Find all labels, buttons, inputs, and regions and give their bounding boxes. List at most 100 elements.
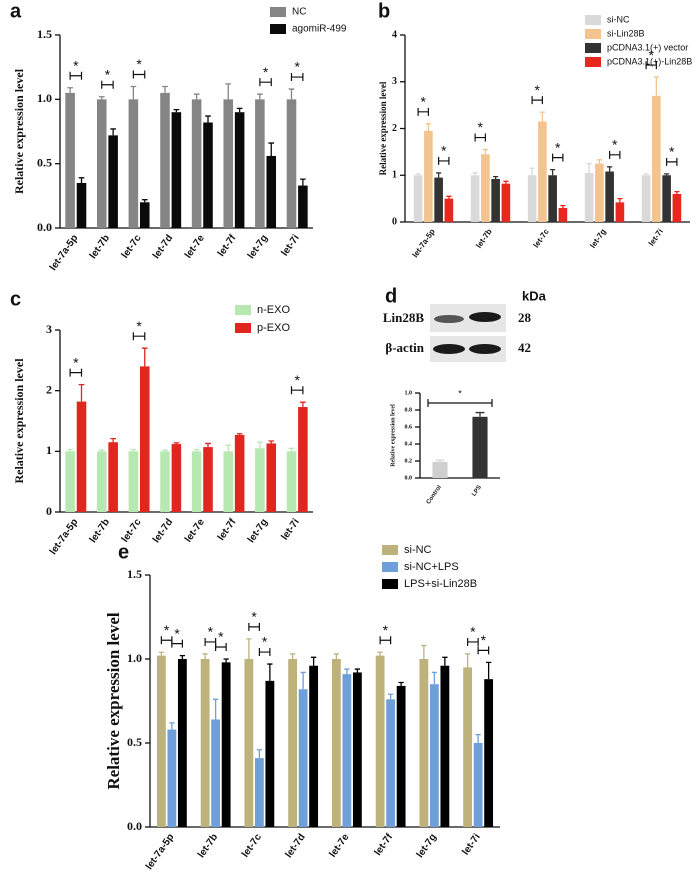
x-tick-label: let-7b	[88, 233, 112, 261]
legend-label: NC	[292, 7, 306, 18]
legend-swatch	[585, 43, 601, 53]
y-tick-label: 3	[46, 322, 52, 336]
error-bar	[141, 347, 148, 367]
bar	[171, 444, 182, 512]
significance-bracket	[417, 107, 429, 116]
significance-mark: *	[555, 139, 561, 155]
bar	[375, 655, 385, 827]
bar	[255, 448, 265, 512]
x-tick-label: let-7i	[279, 233, 302, 259]
significance-bracket	[477, 646, 490, 655]
significance-mark: *	[470, 624, 476, 640]
y-axis-label: Relative expression level	[12, 358, 26, 484]
x-tick-label: let-7e	[183, 517, 207, 545]
bar	[286, 99, 297, 228]
significance-bracket	[531, 96, 543, 105]
y-tick-label: 0.0	[37, 220, 52, 234]
error-bar	[193, 448, 200, 452]
x-tick-label: let-7a-5p	[411, 227, 437, 259]
significance-mark: *	[649, 47, 655, 63]
significance-bracket	[290, 73, 304, 82]
error-bar	[236, 433, 243, 435]
x-tick-label: let-7d	[283, 832, 307, 860]
x-tick-label: let-7c	[240, 832, 264, 860]
bar	[429, 684, 439, 827]
x-tick-label: let-7f	[373, 831, 396, 857]
bar	[255, 99, 265, 228]
significance-mark: *	[383, 622, 389, 638]
x-tick-label: let-7e	[328, 832, 352, 860]
significance-bracket	[666, 157, 678, 166]
bar	[484, 679, 494, 827]
y-tick-label: 0.0	[405, 475, 413, 481]
bar	[288, 659, 298, 827]
error-bar	[288, 447, 295, 452]
x-tick-label: let-7e	[183, 233, 207, 261]
bar	[652, 95, 661, 222]
significance-bracket	[132, 70, 146, 79]
bar	[662, 175, 671, 222]
bar	[413, 175, 423, 222]
error-bar	[607, 166, 613, 172]
bar	[265, 680, 275, 827]
panel-label: e	[118, 541, 129, 563]
significance-bracket	[69, 71, 83, 80]
significance-bracket	[258, 648, 271, 657]
bar	[203, 122, 213, 228]
bar	[558, 207, 568, 222]
significance-mark: *	[421, 94, 427, 110]
significance-mark: *	[669, 144, 675, 160]
error-bar	[377, 651, 383, 656]
bar	[286, 451, 297, 512]
x-tick-label: let-7b	[88, 517, 112, 545]
y-tick-label: 0.8	[405, 407, 413, 413]
bar	[501, 183, 511, 222]
panel-label: a	[10, 0, 22, 22]
y-tick-label: 0.6	[405, 424, 413, 430]
error-bar	[179, 654, 185, 659]
error-bar	[550, 168, 556, 176]
error-bar	[539, 111, 545, 122]
error-bar	[398, 681, 404, 686]
legend-label: si-NC	[607, 14, 630, 24]
panel-label: b	[378, 0, 390, 22]
bar	[527, 175, 537, 222]
error-bar	[246, 638, 252, 659]
y-tick-label: 1.0	[37, 91, 52, 105]
y-tick-label: 0.0	[127, 819, 142, 833]
significance-mark: *	[481, 632, 487, 648]
bar	[96, 99, 107, 228]
x-tick-label: let-7c	[120, 233, 144, 261]
legend-swatch	[382, 579, 398, 589]
western-blot: kDa Lin28B 28 β-actin 42	[383, 288, 547, 362]
x-tick-label: let-7d	[151, 233, 175, 261]
error-bar	[158, 651, 164, 656]
y-tick-label: 2	[392, 123, 397, 134]
significance-bracket	[467, 637, 479, 646]
error-bar	[110, 128, 116, 136]
bar	[223, 451, 234, 512]
x-tick-label: let-7a-5p	[48, 233, 81, 273]
bar	[538, 121, 547, 222]
bar	[672, 193, 682, 222]
bar	[139, 202, 150, 228]
blot-unit: kDa	[522, 288, 547, 303]
significance-bracket	[379, 636, 392, 645]
significance-bracket	[474, 133, 486, 142]
bar	[481, 154, 490, 222]
bar	[491, 178, 500, 222]
significance-bracket	[552, 153, 564, 162]
error-bar	[653, 76, 659, 96]
bar	[470, 175, 480, 222]
x-tick-label: let-7i	[647, 227, 665, 247]
significance-mark: *	[218, 629, 224, 645]
error-bar	[674, 190, 680, 194]
bar	[203, 447, 213, 512]
error-bar	[205, 442, 211, 448]
significance-bracket	[290, 386, 304, 395]
bar	[139, 366, 150, 512]
bar	[298, 185, 308, 228]
y-tick-label: 0	[46, 504, 52, 518]
legend-label: LPS+si-Lin28B	[404, 578, 477, 590]
error-bar	[236, 107, 243, 113]
